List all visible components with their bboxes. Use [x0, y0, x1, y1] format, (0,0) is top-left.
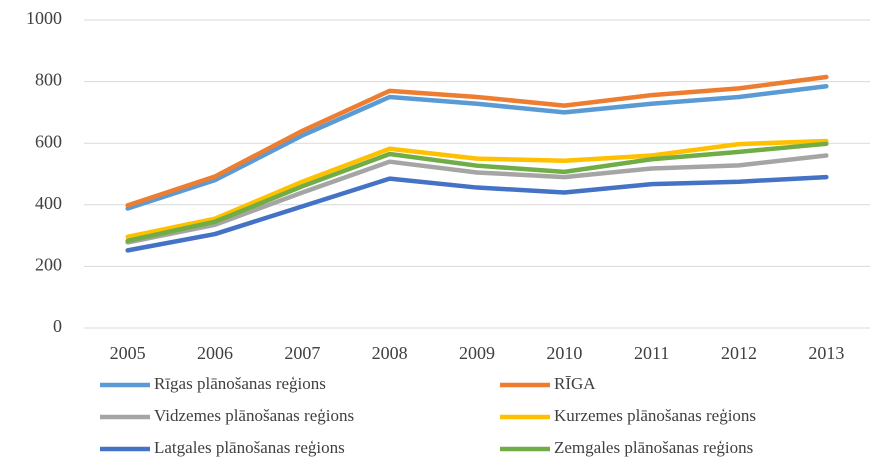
legend-label: Latgales plānošanas reģions	[154, 438, 345, 457]
legend-label: Rīgas plānošanas reģions	[154, 374, 326, 393]
legend-label: RĪGA	[554, 374, 596, 393]
x-tick-label: 2005	[110, 343, 146, 363]
y-tick-label: 1000	[26, 8, 62, 28]
legend-label: Vidzemes plānošanas reģions	[154, 406, 354, 425]
y-tick-label: 200	[35, 255, 62, 275]
series-line	[125, 141, 829, 244]
legend-label: Zemgales plānošanas reģions	[554, 438, 753, 457]
x-tick-label: 2009	[459, 343, 495, 363]
series-line	[125, 83, 829, 211]
x-tick-label: 2013	[808, 343, 844, 363]
series-line	[125, 174, 829, 253]
y-tick-label: 400	[35, 193, 62, 213]
x-tick-label: 2008	[372, 343, 408, 363]
series-line	[125, 138, 829, 240]
series-line	[125, 74, 829, 208]
series-line	[125, 153, 829, 245]
y-tick-label: 800	[35, 70, 62, 90]
legend-label: Kurzemes plānošanas reģions	[554, 406, 756, 425]
x-tick-label: 2007	[284, 343, 320, 363]
y-tick-label: 0	[53, 316, 62, 336]
x-tick-label: 2010	[546, 343, 582, 363]
x-tick-label: 2012	[721, 343, 757, 363]
x-tick-label: 2011	[634, 343, 669, 363]
x-tick-label: 2006	[197, 343, 233, 363]
y-tick-label: 600	[35, 131, 62, 151]
